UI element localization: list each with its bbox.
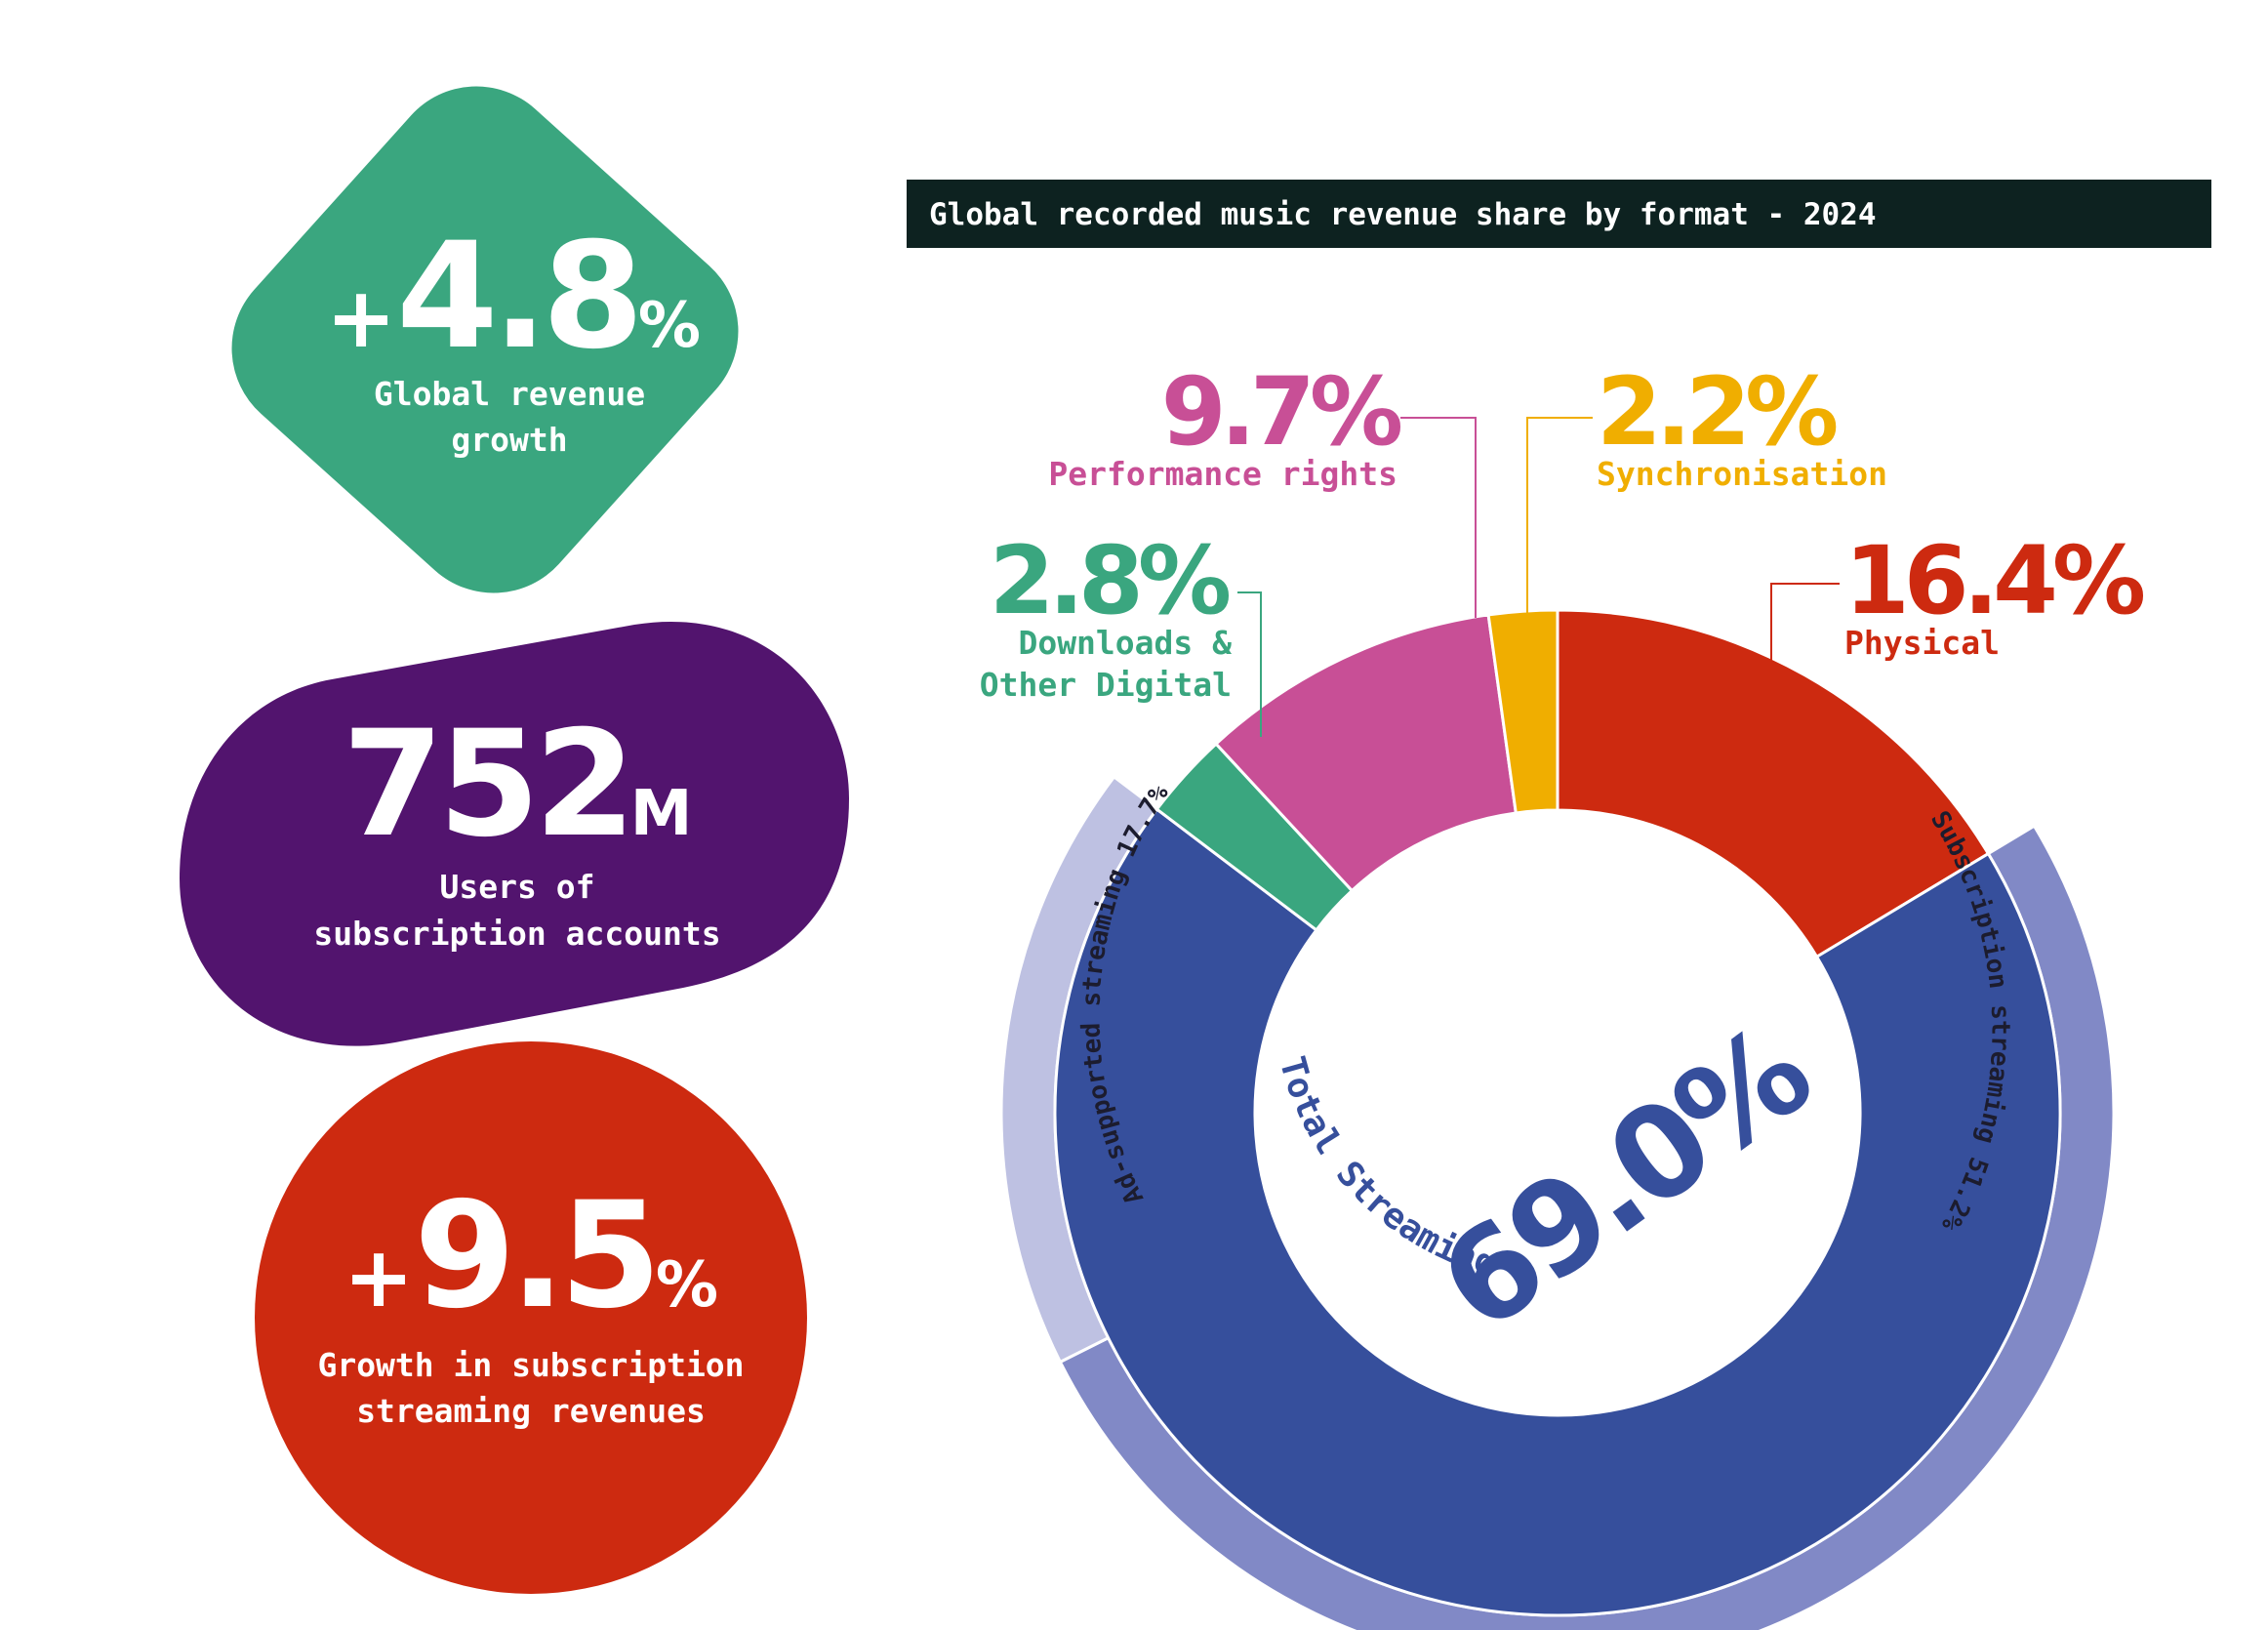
kpi-subscribers-label-2: subscription accounts: [313, 915, 720, 953]
callout-performance-rights: 9.7% Performance rights: [1048, 357, 1477, 618]
kpi-revenue-growth: +4.8% Global revenue growth: [231, 86, 739, 593]
callout-synchronisation: 2.2% Synchronisation: [1526, 357, 1887, 613]
leader-line-physical: [1770, 583, 1840, 673]
kpi-subscribers-label-1: Users of: [440, 868, 595, 906]
chart-title-bar: Global recorded music revenue share by f…: [907, 180, 2211, 248]
center-label: Total Streaming 69.0%: [1272, 998, 1836, 1361]
kpi-revenue-growth-suffix: %: [638, 290, 701, 362]
kpi-subscribers-shape: [180, 621, 849, 1046]
callout-downloads: 2.8% Downloads & Other Digital: [980, 526, 1262, 737]
kpi-subscribers-suffix: M: [630, 778, 693, 850]
leader-line-downloads: [1237, 591, 1262, 737]
kpi-revenue-growth-label-1: Global revenue: [374, 375, 645, 413]
legend-synchronisation: Synchronisation: [1597, 455, 1887, 493]
value-label-physical: 16.4%: [1844, 526, 2144, 635]
callout-physical: 16.4% Physical: [1770, 526, 2150, 673]
legend-physical: Physical: [1844, 624, 2000, 662]
legend-downloads-line-2: Other Digital: [980, 666, 1232, 704]
value-label-synchronisation: 2.2%: [1597, 357, 1837, 467]
kpi-revenue-growth-shape: [231, 86, 739, 593]
segment-total-streaming: [1053, 807, 2062, 1617]
kpi-subscribers: 752M Users of subscription accounts: [180, 621, 849, 1046]
donut-chart: [999, 608, 2116, 1630]
kpi-subscription-growth: +9.5% Growth in subscription streaming r…: [255, 1041, 807, 1594]
kpi-subscription-growth-shape: [255, 1041, 807, 1594]
kpi-revenue-growth-value: +4.8%: [326, 212, 701, 382]
kpi-subscription-growth-number: 9.5: [414, 1171, 656, 1341]
leader-line-performance-rights: [1400, 417, 1477, 618]
kpi-subscription-growth-value: +9.5%: [344, 1171, 718, 1341]
chart-title-background: [907, 180, 2211, 248]
kpi-subscription-growth-prefix: +: [344, 1229, 414, 1326]
legend-downloads-line-1: Downloads &: [1018, 624, 1232, 662]
kpi-revenue-growth-number: 4.8: [396, 212, 638, 382]
leader-line-synchronisation: [1526, 417, 1593, 613]
kpi-subscription-growth-label-2: streaming revenues: [356, 1392, 706, 1430]
kpi-subscribers-value: 752M: [343, 700, 693, 870]
segment-synchronisation: [1486, 608, 1559, 815]
value-label-downloads: 2.8%: [990, 526, 1230, 635]
kpi-revenue-growth-label-2: growth: [451, 421, 567, 459]
kpi-subscription-growth-suffix: %: [656, 1249, 718, 1322]
legend-performance-rights: Performance rights: [1048, 455, 1397, 493]
value-label-performance-rights: 9.7%: [1161, 357, 1401, 467]
chart-title: Global recorded music revenue share by f…: [929, 197, 1877, 232]
segment-physical: [1556, 608, 1991, 959]
center-value: 69.0%: [1414, 998, 1836, 1361]
kpi-subscription-growth-label-1: Growth in subscription: [317, 1346, 744, 1384]
kpi-subscribers-number: 752: [343, 700, 630, 870]
kpi-revenue-growth-prefix: +: [326, 269, 396, 367]
